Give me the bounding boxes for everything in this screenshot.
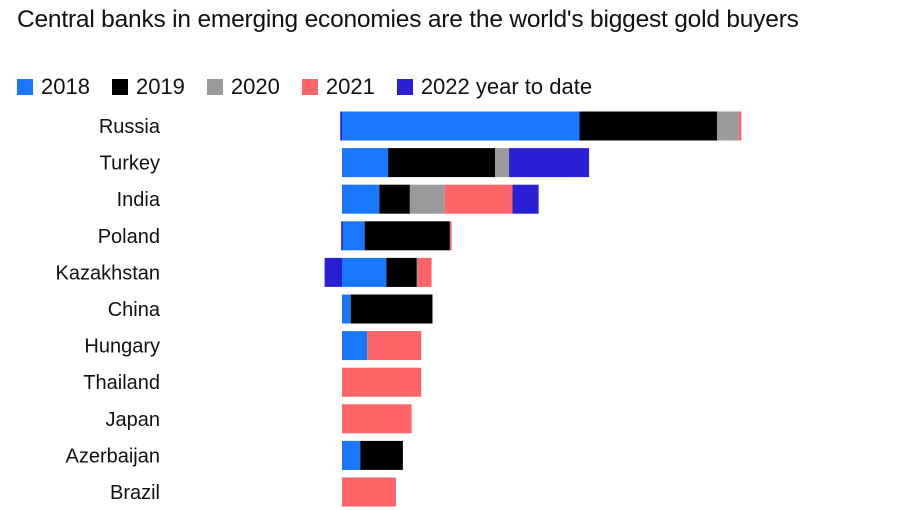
bar-segment-azerbaijan-2019: [360, 440, 403, 470]
bar-segment-india-2018: [342, 184, 380, 214]
bar-segment-japan-2021: [342, 404, 412, 434]
legend-item: 2022 year to date: [396, 73, 593, 101]
legend-label: 2021: [325, 74, 375, 99]
legend-label: 2018: [41, 74, 90, 99]
bar-segment-india-2022: [512, 184, 539, 214]
legend-item: 2019: [111, 73, 185, 101]
category-label: Kazakhstan: [55, 262, 160, 284]
category-label: Hungary: [84, 336, 160, 358]
bar-segment-turkey-2022: [509, 148, 590, 178]
bar-segment-russia-2021: [738, 111, 742, 141]
bar-segment-turkey-2019: [388, 148, 496, 178]
bar-segment-hungary-2021: [367, 331, 422, 361]
bar-segment-thailand-2021: [342, 367, 422, 397]
bar-segment-china-2019: [350, 294, 433, 324]
bar-segment-kazakhstan-2019: [386, 257, 417, 287]
bar-segment-poland-2018: [342, 221, 365, 251]
category-label: Azerbaijan: [65, 445, 160, 467]
bar-segment-russia-2022: [340, 111, 342, 141]
bar-segment-kazakhstan-2020: [416, 257, 419, 287]
bar-segment-india-2020: [409, 184, 445, 214]
bar-segment-brazil-2021: [342, 477, 396, 507]
bar-segment-turkey-2020: [495, 148, 510, 178]
legend-swatch: [301, 79, 318, 95]
bar-segment-russia-2020: [716, 111, 739, 141]
bar-segment-poland-2022: [341, 221, 343, 251]
legend-label: 2019: [135, 74, 185, 99]
bar-segment-india-2021: [444, 184, 513, 214]
bar-segment-hungary-2018: [342, 331, 368, 361]
bar-segment-azerbaijan-2018: [342, 440, 361, 470]
chart-title: Central banks in emerging economies are …: [17, 6, 799, 33]
category-label: Brazil: [110, 482, 160, 504]
legend-label: 2022 year to date: [420, 74, 593, 99]
legend-item: 2020: [206, 73, 280, 101]
legend: 2018 2019 2020 2021 2022 year to date: [17, 73, 592, 101]
bar-segment-poland-2019: [364, 221, 450, 251]
legend-swatch: [17, 79, 33, 95]
legend-swatch: [206, 79, 223, 95]
category-label: India: [117, 189, 161, 211]
legend-swatch: [111, 79, 128, 95]
legend-item: 2018: [17, 73, 90, 101]
bar-segment-china-2018: [342, 294, 351, 324]
bar-segment-kazakhstan-2018: [342, 257, 387, 287]
bar-segment-kazakhstan-2022: [324, 257, 342, 287]
bar-segment-india-2019: [379, 184, 410, 214]
legend-item: 2021: [301, 73, 375, 101]
bar-segment-russia-2019: [579, 111, 717, 141]
bar-segment-turkey-2018: [342, 148, 389, 178]
legend-swatch: [396, 79, 413, 95]
category-label: Japan: [106, 409, 161, 431]
category-label: China: [108, 299, 161, 321]
category-label: Turkey: [100, 153, 160, 175]
category-label: Thailand: [83, 372, 160, 394]
bar-segment-kazakhstan-2021: [417, 257, 432, 287]
category-label: Poland: [98, 226, 160, 248]
bar-segment-russia-2018: [342, 111, 580, 141]
bar-segment-poland-2021: [449, 221, 452, 251]
legend-label: 2020: [230, 74, 280, 99]
category-label: Russia: [99, 116, 161, 138]
